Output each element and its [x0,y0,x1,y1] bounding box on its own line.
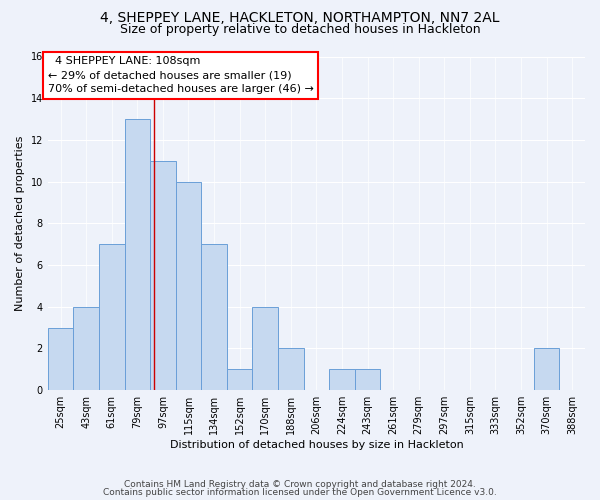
Text: 4, SHEPPEY LANE, HACKLETON, NORTHAMPTON, NN7 2AL: 4, SHEPPEY LANE, HACKLETON, NORTHAMPTON,… [100,11,500,25]
Bar [99,244,125,390]
Bar [355,370,380,390]
Y-axis label: Number of detached properties: Number of detached properties [15,136,25,311]
Bar [278,348,304,390]
Bar [534,348,559,390]
Bar [125,119,150,390]
Bar [48,328,73,390]
Text: 4 SHEPPEY LANE: 108sqm  
← 29% of detached houses are smaller (19)
70% of semi-d: 4 SHEPPEY LANE: 108sqm ← 29% of detached… [48,56,314,94]
Bar [176,182,201,390]
Bar [329,370,355,390]
Text: Contains HM Land Registry data © Crown copyright and database right 2024.: Contains HM Land Registry data © Crown c… [124,480,476,489]
Bar [201,244,227,390]
Bar [73,307,99,390]
Bar [253,307,278,390]
Bar [227,370,253,390]
Text: Contains public sector information licensed under the Open Government Licence v3: Contains public sector information licen… [103,488,497,497]
Text: Size of property relative to detached houses in Hackleton: Size of property relative to detached ho… [119,22,481,36]
X-axis label: Distribution of detached houses by size in Hackleton: Distribution of detached houses by size … [170,440,463,450]
Bar [150,161,176,390]
